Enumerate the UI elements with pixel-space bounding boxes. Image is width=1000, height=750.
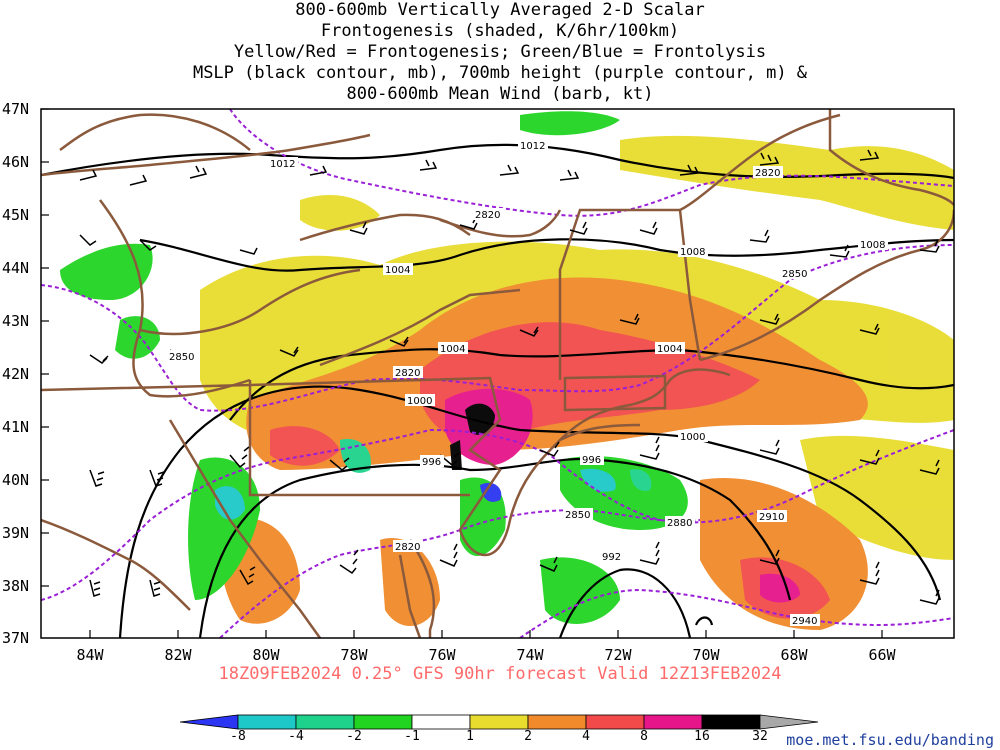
lat-label-41n: 41N xyxy=(2,418,30,436)
colorbar xyxy=(179,714,819,730)
colorbar-cell-3 xyxy=(353,714,413,730)
frontolysis-green-sw xyxy=(188,457,260,600)
lon-label-70w: 70W xyxy=(692,646,720,664)
lon-label-78w: 78W xyxy=(340,646,368,664)
lon-label-74w: 74W xyxy=(516,646,544,664)
mslp-contours xyxy=(41,143,954,638)
mslp-label-1008a: 1008 xyxy=(680,247,705,258)
colorbar-cell-2 xyxy=(295,714,355,730)
colorbar-label-neg1: -1 xyxy=(404,729,420,744)
colorbar-cell-5 xyxy=(469,714,529,730)
colorbar-cell-7 xyxy=(585,714,645,730)
lat-ticks xyxy=(41,108,49,587)
colorbar-cell-9 xyxy=(701,714,761,730)
height-label-2940: 2940 xyxy=(792,616,817,627)
geographic-boundaries xyxy=(41,109,954,638)
colorbar-label-16: 16 xyxy=(694,729,710,744)
mslp-label-1012b: 1012 xyxy=(520,141,545,152)
height-label-2880: 2880 xyxy=(667,518,692,529)
lon-label-84w: 84W xyxy=(76,646,104,664)
lon-ticks xyxy=(89,630,883,638)
mslp-label-1004a: 1004 xyxy=(440,344,465,355)
colorbar-label-neg2: -2 xyxy=(346,729,362,744)
lat-label-44n: 44N xyxy=(2,259,30,277)
mslp-label-992: 992 xyxy=(602,552,621,563)
height-label-2820c: 2820 xyxy=(395,368,420,379)
lon-label-66w: 66W xyxy=(868,646,896,664)
colorbar-cell-8 xyxy=(643,714,703,730)
height-label-2850c: 2850 xyxy=(565,510,590,521)
mslp-label-1000b: 1000 xyxy=(680,432,705,443)
colorbar-label-8: 8 xyxy=(640,729,648,744)
frontolysis-green-nw xyxy=(60,243,153,300)
colorbar-cell-6 xyxy=(527,714,587,730)
height-label-2850b: 2850 xyxy=(782,269,807,280)
mslp-label-1000a: 1000 xyxy=(407,396,432,407)
colorbar-label-1: 1 xyxy=(466,729,474,744)
mslp-label-1012a: 1012 xyxy=(270,159,295,170)
lat-label-40n: 40N xyxy=(2,471,30,489)
height-label-2820a: 2820 xyxy=(475,210,500,221)
colorbar-cell-1 xyxy=(237,714,297,730)
lat-label-42n: 42N xyxy=(2,365,30,383)
colorbar-label-neg4: -4 xyxy=(288,729,304,744)
lat-label-38n: 38N xyxy=(2,577,30,595)
colorbar-cell-4 xyxy=(411,714,471,730)
colorbar-cell-10 xyxy=(759,714,819,730)
mslp-label-996a: 996 xyxy=(422,457,441,468)
title-line-3: Yellow/Red = Frontogenesis; Green/Blue =… xyxy=(233,42,767,62)
mslp-label-996b: 996 xyxy=(582,455,601,466)
lat-label-43n: 43N xyxy=(2,312,30,330)
mslp-label-1008b: 1008 xyxy=(860,240,885,251)
height-label-2850a: 2850 xyxy=(169,352,194,363)
lat-label-47n: 47N xyxy=(2,100,30,118)
frontogenesis-shading xyxy=(60,111,954,630)
frontogenesis-max xyxy=(465,403,495,435)
title-line-2: Frontogenesis (shaded, K/6hr/100km) xyxy=(320,21,680,41)
lon-label-76w: 76W xyxy=(428,646,456,664)
colorbar-label-2: 2 xyxy=(524,729,532,744)
mslp-label-1004c: 1004 xyxy=(385,265,410,276)
forecast-valid-time: 18Z09FEB2024 0.25° GFS 90hr forecast Val… xyxy=(218,664,782,684)
lon-label-68w: 68W xyxy=(780,646,808,664)
colorbar-label-neg8: -8 xyxy=(230,729,246,744)
colorbar-label-32: 32 xyxy=(752,729,768,744)
title-line-1: 800-600mb Vertically Averaged 2-D Scalar xyxy=(295,0,705,20)
lon-label-82w: 82W xyxy=(164,646,192,664)
height-label-2910: 2910 xyxy=(759,512,784,523)
lat-label-39n: 39N xyxy=(2,524,30,542)
lon-label-80w: 80W xyxy=(252,646,280,664)
lat-label-37n: 37N xyxy=(2,629,30,647)
mslp-label-1004b: 1004 xyxy=(657,344,682,355)
colorbar-cell-0 xyxy=(179,714,239,730)
title-line-5: 800-600mb Mean Wind (barb, kt) xyxy=(346,84,654,104)
lon-label-72w: 72W xyxy=(604,646,632,664)
lat-label-45n: 45N xyxy=(2,206,30,224)
credit-link[interactable]: moe.met.fsu.edu/banding xyxy=(786,731,994,749)
lat-label-46n: 46N xyxy=(2,153,30,171)
title-line-4: MSLP (black contour, mb), 700mb height (… xyxy=(192,63,808,83)
colorbar-label-4: 4 xyxy=(582,729,590,744)
height-label-2820b: 2820 xyxy=(755,168,780,179)
height-label-2820d: 2820 xyxy=(395,542,420,553)
